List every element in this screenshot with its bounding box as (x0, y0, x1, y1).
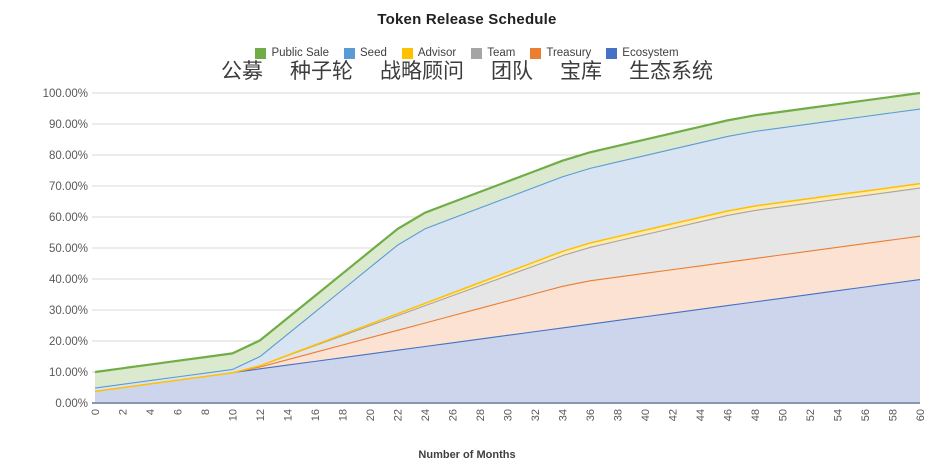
legend-label-zh-seed: 种子轮 (290, 60, 353, 83)
legend-label-zh-public-sale: 公募 (221, 60, 263, 83)
y-tick-label: 90.00% (49, 119, 88, 131)
x-axis-title: Number of Months (418, 449, 516, 461)
legend-swatch (344, 47, 355, 59)
x-tick-label: 32 (530, 409, 542, 421)
line-public-sale (94, 91, 921, 374)
legend-item-team: Team (471, 47, 515, 59)
x-tick-label: 42 (668, 409, 680, 421)
x-tick-label: 26 (448, 409, 460, 421)
legend-item-ecosystem: Ecosystem (606, 47, 679, 59)
legend-item-public-sale: Public Sale (255, 47, 329, 59)
area-ecosystem (95, 279, 920, 403)
legend-label-zh-treasury: 宝库 (560, 60, 602, 83)
legend-item-treasury: Treasury (530, 47, 591, 59)
x-tick-label: 56 (860, 409, 872, 421)
y-tick-label: 60.00% (49, 212, 88, 224)
x-tick-label: 12 (255, 409, 267, 421)
y-tick-label: 10.00% (49, 367, 88, 379)
x-tick-label: 50 (778, 409, 790, 421)
legend-swatch (401, 47, 413, 59)
chart-title: Token Release Schedule (377, 11, 557, 28)
y-tick-label: 100.00% (43, 88, 88, 100)
legend-label: Seed (360, 47, 387, 59)
area-public-sale (95, 93, 920, 388)
x-tick-label: 4 (145, 409, 157, 415)
area-treasury (95, 235, 920, 391)
y-tick-label: 0.00% (55, 398, 88, 410)
x-tick-label: 8 (200, 409, 212, 415)
y-tick-label: 80.00% (49, 150, 88, 162)
x-tick-label: 54 (833, 409, 845, 421)
legend-label-zh-ecosystem: 生态系统 (629, 60, 713, 83)
x-tick-label: 60 (915, 409, 927, 421)
area-seed (95, 108, 920, 391)
x-tick-label: 22 (393, 409, 405, 421)
legend-swatch (530, 47, 542, 59)
legend-swatch (606, 47, 618, 59)
x-tick-label: 38 (613, 409, 625, 421)
x-tick-label: 48 (750, 409, 762, 421)
legend-label: Treasury (546, 47, 592, 59)
x-tick-label: 0 (90, 409, 102, 415)
x-tick-label: 14 (283, 409, 295, 421)
x-tick-label: 40 (640, 409, 652, 421)
legend-label-zh-advisor: 战略顾问 (380, 60, 464, 83)
legend-swatch (471, 47, 483, 59)
x-tick-label: 2 (118, 409, 130, 415)
x-tick-label: 58 (888, 409, 900, 421)
y-tick-label: 50.00% (49, 243, 88, 255)
y-tick-label: 20.00% (49, 336, 88, 348)
x-tick-label: 46 (723, 409, 735, 421)
x-tick-label: 52 (805, 409, 817, 421)
legend-label: Advisor (417, 47, 457, 59)
legend: Public Sale Seed Advisor Team Treasury Ecosys… (0, 47, 934, 59)
y-tick-label: 40.00% (49, 274, 88, 286)
legend-translations: 公募 种子轮 战略顾问 团队 宝库 生态系统 (0, 59, 934, 85)
x-tick-label: 36 (585, 409, 597, 421)
legend-swatch (255, 47, 267, 59)
legend-label-zh-team: 团队 (491, 60, 533, 83)
x-tick-label: 6 (173, 409, 185, 415)
x-tick-label: 28 (475, 409, 487, 421)
y-tick-label: 70.00% (49, 181, 88, 193)
legend-item-advisor: Advisor (401, 47, 457, 59)
x-tick-label: 18 (338, 409, 350, 421)
y-tick-label: 30.00% (49, 305, 88, 317)
x-tick-label: 24 (420, 409, 432, 421)
x-tick-label: 10 (228, 409, 240, 421)
area-team (95, 187, 920, 391)
legend-item-seed: Seed (344, 47, 387, 59)
x-tick-label: 44 (695, 409, 707, 421)
legend-label: Public Sale (271, 47, 329, 59)
x-tick-label: 30 (503, 409, 515, 421)
x-tick-label: 20 (365, 409, 377, 421)
legend-label: Ecosystem (622, 47, 679, 59)
x-tick-label: 34 (558, 409, 570, 421)
legend-label: Team (487, 47, 516, 59)
x-tick-label: 16 (310, 409, 322, 421)
